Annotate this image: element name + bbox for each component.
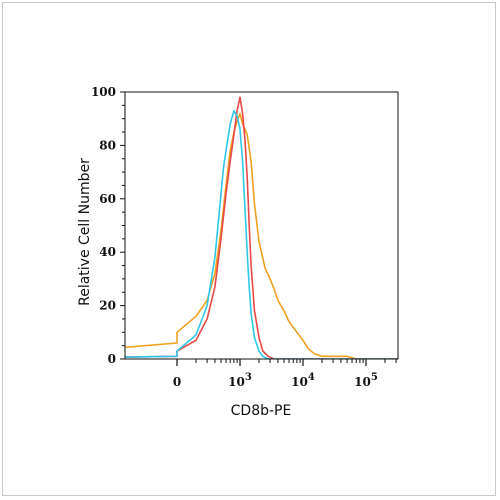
x-tick-label: 0: [173, 375, 181, 389]
y-tick-label: 20: [99, 299, 116, 313]
x-tick-label: 105: [354, 372, 378, 389]
histogram-series-1: [125, 112, 398, 359]
y-tick-label: 80: [99, 138, 116, 152]
histogram-series-2: [125, 96, 398, 359]
y-axis: 0 20 40 60 80 100: [91, 85, 125, 366]
y-tick-label: 60: [99, 192, 116, 206]
x-tick-label: 103: [228, 372, 252, 389]
y-axis-title: Relative Cell Number: [77, 158, 93, 306]
y-tick-label: 0: [108, 352, 116, 366]
y-tick-label: 100: [91, 85, 116, 99]
x-axis: 0 103 104 105: [173, 359, 397, 389]
figure-frame: [2, 2, 496, 496]
x-tick-label: 104: [291, 372, 315, 389]
series-layer: [125, 96, 398, 359]
x-axis-title: CD8b-PE: [231, 403, 292, 419]
y-tick-label: 40: [99, 245, 116, 259]
histogram-series-3: [125, 109, 398, 359]
plot-area-border: [124, 91, 399, 360]
